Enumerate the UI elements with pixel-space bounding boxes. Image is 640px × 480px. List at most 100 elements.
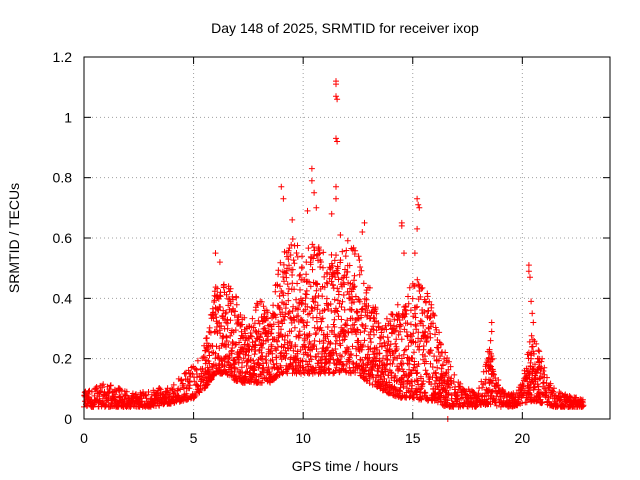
data-point <box>309 295 316 302</box>
data-point <box>277 259 284 266</box>
data-point <box>324 280 331 287</box>
data-point <box>233 294 240 301</box>
data-point <box>330 349 337 356</box>
data-point <box>374 346 381 353</box>
data-point <box>270 321 277 328</box>
data-point <box>282 311 289 318</box>
data-point <box>392 372 399 379</box>
data-point <box>213 324 220 330</box>
data-point <box>331 316 338 323</box>
data-point <box>339 361 346 368</box>
data-point <box>254 302 261 308</box>
data-point <box>178 377 185 384</box>
data-points <box>81 78 587 422</box>
data-point <box>414 225 421 232</box>
data-point <box>384 342 391 349</box>
data-point <box>279 320 286 327</box>
data-point <box>376 334 383 341</box>
data-point <box>225 341 232 348</box>
data-point <box>229 296 236 303</box>
data-point <box>422 367 429 374</box>
data-point <box>318 259 324 265</box>
data-point <box>170 381 177 388</box>
data-point <box>294 253 301 260</box>
data-point <box>267 347 274 354</box>
data-point <box>276 371 283 378</box>
data-point <box>358 312 365 319</box>
data-point <box>242 351 249 358</box>
data-point <box>291 324 298 331</box>
data-point <box>295 305 301 311</box>
data-point <box>355 337 362 344</box>
data-point <box>525 268 532 275</box>
data-point <box>214 354 221 361</box>
data-point <box>359 229 366 235</box>
data-point <box>334 285 341 292</box>
y-tick-label: 0 <box>64 411 72 427</box>
data-point <box>363 296 370 303</box>
data-point <box>316 250 323 257</box>
data-point <box>229 339 236 345</box>
data-point <box>527 274 533 281</box>
data-point <box>207 329 214 336</box>
data-point <box>194 374 200 381</box>
data-point <box>556 389 563 396</box>
data-point <box>273 360 280 367</box>
data-point <box>335 276 342 283</box>
data-point <box>338 304 345 310</box>
data-point <box>255 361 262 368</box>
data-point <box>349 315 356 322</box>
axis-ticks: 0 5 10 15 20 0 0.2 0.4 0.6 0.8 1 1.2 <box>53 49 610 446</box>
data-point <box>307 353 314 360</box>
y-tick-label: 0.2 <box>53 351 73 367</box>
data-point <box>342 333 349 340</box>
data-point <box>536 348 543 355</box>
data-point <box>81 389 88 396</box>
data-point <box>351 299 357 305</box>
data-point <box>286 338 293 345</box>
data-point <box>373 310 380 317</box>
data-point <box>281 317 288 323</box>
data-point <box>344 317 351 324</box>
data-point <box>285 290 292 297</box>
data-point <box>212 284 219 291</box>
data-point <box>324 344 331 351</box>
data-point <box>275 267 282 274</box>
data-point <box>307 283 314 290</box>
data-point <box>291 260 298 267</box>
data-point <box>388 370 395 377</box>
data-point <box>232 365 238 372</box>
data-point <box>398 355 405 362</box>
data-point <box>356 298 363 305</box>
data-point <box>412 304 419 311</box>
data-point <box>272 314 279 321</box>
data-point <box>280 292 287 299</box>
data-point <box>247 330 254 336</box>
data-point <box>310 343 317 350</box>
data-point <box>288 315 295 322</box>
data-point <box>304 207 311 214</box>
data-point <box>337 232 344 238</box>
data-point <box>337 342 344 349</box>
data-point <box>488 328 495 335</box>
data-point <box>289 272 296 278</box>
data-point <box>251 351 258 358</box>
data-point <box>122 392 129 399</box>
data-point <box>232 327 239 334</box>
data-point <box>216 292 223 299</box>
data-point <box>530 319 537 326</box>
data-point <box>535 347 542 354</box>
data-point <box>354 326 361 333</box>
data-point <box>232 358 239 365</box>
data-point <box>395 331 402 338</box>
data-point <box>349 343 356 350</box>
data-point <box>107 382 114 389</box>
data-point <box>384 334 391 341</box>
data-point <box>393 336 400 343</box>
data-point <box>372 355 379 362</box>
data-point <box>407 307 414 314</box>
data-point <box>313 287 320 294</box>
data-point <box>363 362 370 369</box>
data-point <box>342 253 349 260</box>
data-point <box>528 298 535 305</box>
